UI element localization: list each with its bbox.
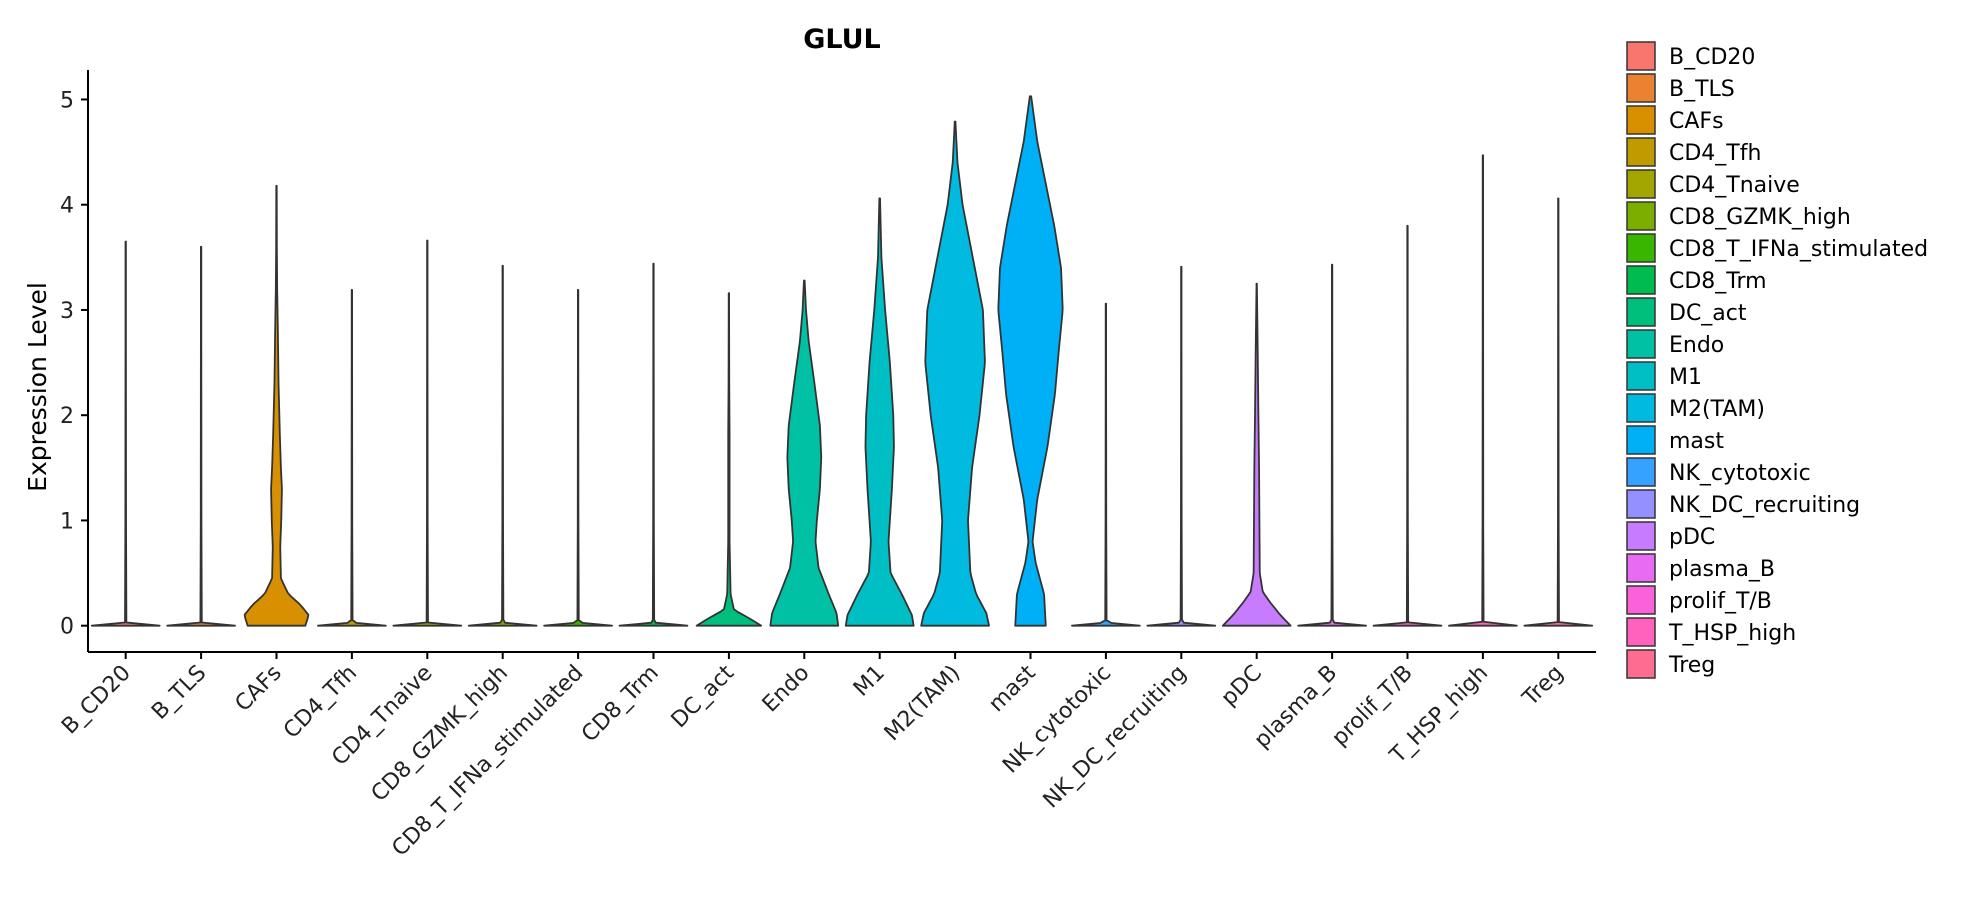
- legend-key: [1626, 297, 1656, 327]
- violin-CD8_Trm: [618, 262, 689, 627]
- legend-key: [1626, 137, 1656, 167]
- violin-CD8_T_IFNa_stimulated: [543, 289, 613, 627]
- legend-label: pDC: [1669, 525, 1715, 550]
- violin-mast: [997, 95, 1064, 627]
- legend-label: CD8_T_IFNa_stimulated: [1669, 237, 1928, 262]
- legend-label: DC_act: [1669, 301, 1747, 326]
- legend-label: Endo: [1669, 333, 1724, 358]
- legend-label: CD8_Trm: [1669, 269, 1767, 294]
- x-tick-label: pDC: [1217, 661, 1267, 711]
- legend-key: [1626, 265, 1656, 295]
- violin-pDC: [1221, 282, 1292, 627]
- y-axis-title: Expression Level: [23, 282, 52, 492]
- legend-key: [1626, 361, 1656, 391]
- legend-key: [1626, 233, 1656, 263]
- violin-M2(TAM): [920, 120, 990, 627]
- violin-NK_DC_recruiting: [1146, 265, 1217, 627]
- legend-key: [1626, 521, 1656, 551]
- violin-M1: [844, 197, 915, 627]
- violin-B_TLS: [166, 245, 236, 627]
- legend-key: [1626, 649, 1656, 679]
- legend-label: NK_cytotoxic: [1669, 461, 1811, 486]
- y-tick-label: 4: [60, 194, 74, 219]
- x-tick-label: B_TLS: [147, 661, 211, 725]
- legend-key: [1626, 457, 1656, 487]
- legend: B_CD20 B_TLS CAFs CD4_Tfh CD4_Tnaive CD8_GZMK…: [1626, 41, 1928, 679]
- legend-key: [1626, 553, 1656, 583]
- x-tick-label: B_CD20: [57, 661, 136, 740]
- legend-label: Treg: [1668, 653, 1715, 678]
- x-tick-label: M2(TAM): [880, 661, 965, 746]
- x-tick-label: mast: [984, 660, 1041, 717]
- legend-label: T_HSP_high: [1668, 621, 1796, 646]
- legend-key: [1626, 41, 1656, 71]
- x-tick-label: CD8_Trm: [577, 661, 664, 748]
- x-tick-label: Treg: [1517, 661, 1568, 712]
- violin-T_HSP_high: [1448, 154, 1518, 627]
- x-tick-label: CD8_GZMK_high: [367, 661, 513, 807]
- violin-B_CD20: [90, 240, 161, 627]
- x-tick-label: CAFs: [231, 661, 287, 717]
- legend-label: M1: [1669, 365, 1702, 390]
- legend-label: CD4_Tfh: [1669, 141, 1761, 166]
- chart-title: GLUL: [803, 24, 881, 55]
- x-tick-label: DC_act: [667, 660, 740, 733]
- y-tick-label: 3: [60, 299, 74, 324]
- legend-label: CAFs: [1669, 109, 1724, 134]
- y-tick-label: 2: [60, 404, 74, 429]
- legend-key: [1626, 425, 1656, 455]
- legend-key: [1626, 617, 1656, 647]
- legend-label: mast: [1669, 429, 1724, 454]
- violin-CD4_Tnaive: [392, 239, 463, 627]
- y-tick-label: 1: [60, 509, 74, 534]
- legend-key: [1626, 169, 1656, 199]
- legend-key: [1626, 201, 1656, 231]
- y-tick-label: 5: [60, 88, 74, 113]
- violin-CAFs: [243, 184, 310, 627]
- violin-NK_cytotoxic: [1071, 302, 1141, 627]
- x-tick-label: Endo: [758, 661, 815, 718]
- violin-prolif_T/B: [1372, 224, 1443, 627]
- violin-Treg: [1523, 197, 1594, 627]
- violins-group: [90, 95, 1594, 627]
- legend-key: [1626, 585, 1656, 615]
- legend-key: [1626, 105, 1656, 135]
- legend-label: CD8_GZMK_high: [1669, 205, 1851, 230]
- violin-Endo: [769, 279, 840, 627]
- y-tick-label: 0: [60, 615, 74, 640]
- legend-label: prolif_T/B: [1669, 589, 1772, 614]
- violin-DC_act: [695, 292, 763, 627]
- x-axis: B_CD20 B_TLS CAFsCD4_TfhCD4_TnaiveCD8_GZMK…: [57, 651, 1596, 861]
- legend-label: plasma_B: [1669, 557, 1775, 582]
- legend-label: CD4_Tnaive: [1669, 173, 1800, 198]
- x-tick-label: plasma_B: [1250, 661, 1343, 754]
- violin-CD8_GZMK_high: [467, 264, 538, 627]
- x-tick-label: M1: [849, 661, 890, 702]
- y-axis: 0 1 2 3 4 5: [60, 70, 89, 652]
- legend-label: NK_DC_recruiting: [1669, 493, 1860, 518]
- legend-label: B_TLS: [1669, 77, 1735, 102]
- violin-plasma_B: [1297, 263, 1367, 627]
- legend-key: [1626, 489, 1656, 519]
- legend-key: [1626, 329, 1656, 359]
- legend-key: [1626, 73, 1656, 103]
- legend-label: B_CD20: [1669, 45, 1755, 70]
- violin-CD4_Tfh: [317, 289, 387, 627]
- legend-key: [1626, 393, 1656, 423]
- legend-label: M2(TAM): [1669, 397, 1765, 422]
- x-tick-label: NK_DC_recruiting: [1039, 661, 1192, 814]
